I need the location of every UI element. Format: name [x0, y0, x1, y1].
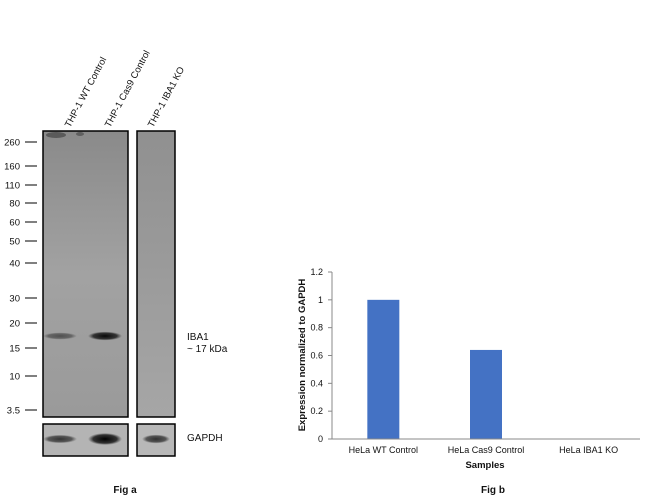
- marker-label: 30: [9, 294, 20, 305]
- y-tick-label: 0.8: [310, 323, 323, 333]
- bars: [367, 299, 502, 439]
- y-tick-label: 1.2: [310, 267, 323, 277]
- y-tick-label: 0.4: [310, 378, 323, 388]
- caption-fig-a: Fig a: [113, 485, 137, 496]
- bar-chart: 0 0.2 0.4 0.6 0.8 1 1.2 HeLa WT Control HeLa Ca…: [297, 267, 640, 496]
- marker-label: 50: [9, 237, 20, 248]
- molecular-weight-markers: 260 160 110 80 60 50 40 30 20 15 10 3.5: [4, 138, 37, 417]
- x-tick-label: HeLa IBA1 KO: [559, 445, 618, 455]
- iba1-size-label: ~ 17 kDa: [187, 344, 228, 355]
- marker-label: 20: [9, 319, 20, 330]
- x-tick-label: HeLa Cas9 Control: [448, 445, 525, 455]
- iba1-band: [43, 332, 77, 340]
- marker-label: 160: [4, 162, 20, 173]
- y-tick-label: 0: [318, 434, 323, 444]
- blot-panel-main: [42, 130, 129, 418]
- y-tick-label: 0.6: [310, 351, 323, 361]
- y-tick-label: 0.2: [310, 406, 323, 416]
- marker-label: 110: [5, 181, 20, 192]
- lane-label-ko: THP-1 IBA1 KO: [146, 65, 187, 129]
- y-tick-label: 1: [318, 295, 323, 305]
- marker-label: 60: [9, 218, 20, 229]
- marker-label: 15: [9, 344, 20, 355]
- well-smudge: [76, 132, 84, 136]
- gapdh-band: [88, 433, 122, 445]
- bar: [367, 299, 400, 439]
- lane-label-wt: THP-1 WT Control: [63, 55, 109, 129]
- x-axis-title: Samples: [465, 460, 504, 471]
- marker-label: 40: [9, 259, 20, 270]
- western-blot: THP-1 WT Control THP-1 Cas9 Control THP-…: [4, 49, 228, 496]
- well-smudge: [46, 132, 66, 138]
- y-axis-title: Expression normalized to GAPDH: [297, 279, 308, 432]
- lane-labels: THP-1 WT Control THP-1 Cas9 Control THP-…: [63, 49, 187, 130]
- lane-label-cas9: THP-1 Cas9 Control: [103, 49, 153, 130]
- x-tick-label: HeLa WT Control: [349, 445, 418, 455]
- blot-panel-ko: [136, 130, 176, 418]
- marker-label: 80: [9, 199, 20, 210]
- bar: [470, 349, 502, 439]
- x-axis-tick-labels: HeLa WT Control HeLa Cas9 Control HeLa IBA…: [349, 445, 619, 455]
- iba1-label: IBA1: [187, 332, 209, 343]
- caption-fig-b: Fig b: [481, 485, 505, 496]
- gapdh-label: GAPDH: [187, 433, 223, 444]
- y-axis-ticks: 0 0.2 0.4 0.6 0.8 1 1.2: [310, 267, 332, 444]
- gapdh-band: [43, 434, 77, 444]
- iba1-bands: [43, 331, 122, 341]
- marker-label: 10: [9, 372, 20, 383]
- marker-label: 3.5: [7, 406, 20, 417]
- marker-label: 260: [4, 138, 20, 149]
- iba1-band: [88, 331, 122, 341]
- gapdh-bands: [43, 433, 170, 445]
- gapdh-band: [142, 434, 170, 444]
